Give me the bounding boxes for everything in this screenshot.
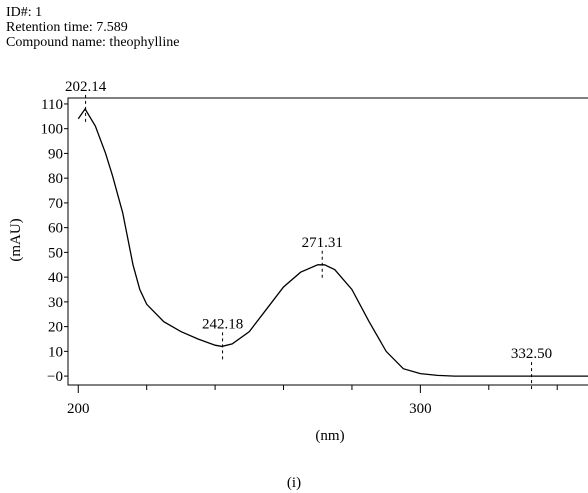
header-line: Retention time: 7.589 bbox=[6, 20, 128, 35]
x-tick-label: 300 bbox=[409, 401, 432, 417]
peak-label: 271.31 bbox=[302, 235, 343, 251]
x-axis-label: (nm) bbox=[315, 428, 344, 444]
y-tick-label: 40 bbox=[48, 270, 63, 286]
caption: (i) bbox=[287, 475, 301, 491]
y-tick-label: 50 bbox=[48, 245, 63, 261]
x-tick-label: 200 bbox=[67, 401, 90, 417]
header-line: ID#: 1 bbox=[6, 5, 42, 20]
y-axis-label: (mAU) bbox=[8, 218, 24, 261]
header-line: Compound name: theophylline bbox=[6, 35, 179, 50]
y-tick-label: 10 bbox=[48, 344, 63, 360]
y-tick-label: 80 bbox=[48, 171, 63, 187]
y-tick-label: 60 bbox=[48, 221, 63, 237]
y-tick-label: 110 bbox=[41, 97, 63, 113]
peak-label: 332.50 bbox=[511, 346, 552, 362]
y-tick-label: 20 bbox=[48, 320, 63, 336]
peak-label: 242.18 bbox=[202, 316, 243, 332]
peak-label: 202.14 bbox=[65, 79, 107, 95]
y-tick-label: 90 bbox=[48, 146, 63, 162]
spectrum-line bbox=[77, 107, 588, 377]
y-tick-label: 30 bbox=[48, 295, 63, 311]
plot-frame bbox=[67, 97, 588, 386]
y-tick-label: −0 bbox=[47, 369, 63, 385]
y-tick-label: 70 bbox=[48, 196, 63, 212]
y-tick-label: 100 bbox=[41, 122, 64, 138]
